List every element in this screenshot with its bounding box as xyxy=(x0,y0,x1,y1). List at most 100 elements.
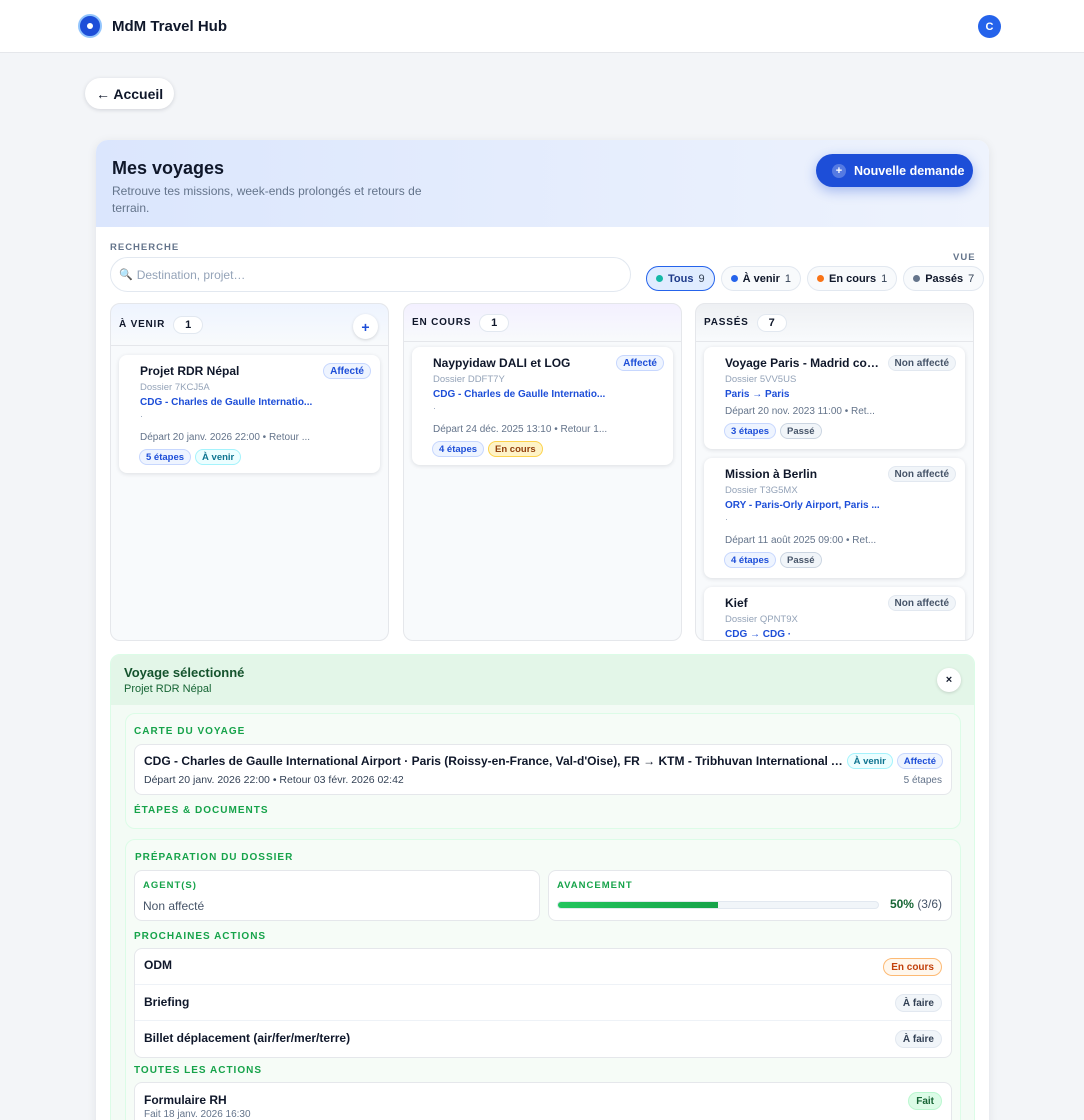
phase-badge: À venir xyxy=(846,753,893,769)
filter-count: 1 xyxy=(784,272,792,285)
trip-dates: Départ 20 janv. 2026 22:00 • Retour ... xyxy=(140,432,311,443)
trip-dossier: Dossier QPNT9X xyxy=(725,614,798,625)
action-name: Formulaire RH xyxy=(144,1093,227,1107)
column-title: À VENIR xyxy=(119,319,166,330)
agents-value: Non affecté xyxy=(143,899,205,913)
trip-card[interactable]: Kief Non affecté Dossier QPNT9X CDG → CD… xyxy=(704,587,965,640)
filter-label: Tous xyxy=(668,272,694,285)
new-request-button[interactable]: + Nouvelle demande xyxy=(816,154,973,187)
action-status-badge: À faire xyxy=(894,994,942,1012)
phase-badge: Passé xyxy=(780,423,822,439)
progress-fill xyxy=(558,902,718,908)
phase-badge: Passé xyxy=(780,552,822,568)
docs-label: ÉTAPES & DOCUMENTS xyxy=(134,805,269,816)
prep-panel: PRÉPARATION DU DOSSIER AGENT(S) Non affe… xyxy=(125,839,961,1120)
steps-badge: 4 étapes xyxy=(724,552,777,568)
progress-label: AVANCEMENT xyxy=(557,880,633,891)
trip-dates: Départ 20 nov. 2023 11:00 • Ret... xyxy=(725,406,875,417)
column-ongoing: EN COURS 1 Naypyidaw DALI et LOG Affecté… xyxy=(403,303,682,641)
all-actions-list: Formulaire RH Fait Fait 18 janv. 2026 16… xyxy=(134,1082,952,1120)
trip-route: CDG → CDG · xyxy=(725,629,792,640)
phase-badge: En cours xyxy=(488,441,543,457)
column-count: 1 xyxy=(479,313,510,332)
action-status-badge: Fait xyxy=(908,1092,942,1110)
agents-label: AGENT(S) xyxy=(143,880,197,891)
status-badge: Affecté xyxy=(896,753,943,769)
trip-route: CDG - Charles de Gaulle Internatio... xyxy=(140,397,313,408)
steps-badge: 4 étapes xyxy=(432,441,485,457)
filter-label: En cours xyxy=(829,272,877,285)
action-row[interactable]: Billet déplacement (air/fer/mer/terre) À… xyxy=(135,1021,951,1057)
trip-dates: Départ 24 déc. 2025 13:10 • Retour 1... xyxy=(433,424,608,435)
close-icon[interactable]: × xyxy=(937,668,961,692)
back-button[interactable]: ← Accueil xyxy=(85,78,175,109)
trip-dossier: Dossier T3G5MX xyxy=(725,485,798,496)
steps-badge: 3 étapes xyxy=(724,423,777,439)
column-header: EN COURS 1 xyxy=(404,304,681,342)
status-badge: Non affecté xyxy=(887,595,956,611)
trip-card[interactable]: Projet RDR Népal Affecté Dossier 7KCJ5A … xyxy=(119,355,380,473)
logo-icon xyxy=(78,14,102,38)
action-row[interactable]: ODM En cours xyxy=(135,949,951,985)
filter-label: À venir xyxy=(742,272,780,285)
filter-all[interactable]: Tous 9 xyxy=(646,266,715,291)
trip-route: Paris → Paris xyxy=(725,389,790,400)
column-header: À VENIR 1 xyxy=(111,304,388,346)
action-name: Billet déplacement (air/fer/mer/terre) xyxy=(144,1031,351,1045)
trip-card[interactable]: Mission à Berlin Non affecté Dossier T3G… xyxy=(704,458,965,578)
filter-label: Passés xyxy=(925,272,964,285)
progress-text: 50% (3/6) xyxy=(890,897,942,911)
filter-upcoming[interactable]: À venir 1 xyxy=(720,266,802,291)
trip-title: Voyage Paris - Madrid conf... xyxy=(725,356,885,370)
steps-badge: 5 étapes xyxy=(139,449,192,465)
filter-dot-icon xyxy=(730,275,738,282)
avatar[interactable]: C xyxy=(978,15,1001,38)
top-bar: MdM Travel Hub C xyxy=(0,0,1084,53)
selected-trip-panel: Voyage sélectionné Projet RDR Népal × CA… xyxy=(110,654,975,1120)
brand[interactable]: MdM Travel Hub xyxy=(78,14,227,38)
column-upcoming: À VENIR 1 + Projet RDR Népal Affecté Dos… xyxy=(110,303,389,641)
trip-map-panel: CARTE DU VOYAGE CDG - Charles de Gaulle … xyxy=(125,713,961,829)
view-filters: Tous 9 À venir 1 En cours 1 Passés 7 xyxy=(646,266,985,291)
trip-title: Kief xyxy=(725,596,748,610)
trip-tags: 3 étapes Passé xyxy=(724,423,822,439)
trip-card[interactable]: Naypyidaw DALI et LOG Affecté Dossier DD… xyxy=(412,347,673,465)
trip-map-summary[interactable]: CDG - Charles de Gaulle International Ai… xyxy=(134,744,952,795)
filter-past[interactable]: Passés 7 xyxy=(903,266,985,291)
action-name: Briefing xyxy=(144,995,190,1009)
add-trip-button[interactable]: + xyxy=(353,314,378,339)
filter-dot-icon xyxy=(913,275,921,282)
action-name: ODM xyxy=(144,958,172,972)
selected-trip-name: Projet RDR Népal xyxy=(124,683,212,695)
map-label: CARTE DU VOYAGE xyxy=(134,726,246,737)
selected-trip-header: Voyage sélectionné Projet RDR Népal × xyxy=(111,655,974,705)
progress-count: (3/6) xyxy=(917,897,942,911)
map-route: CDG - Charles de Gaulle International Ai… xyxy=(144,754,844,768)
trip-dates: Départ 11 août 2025 09:00 • Ret... xyxy=(725,535,877,546)
action-status-badge: En cours xyxy=(883,958,942,976)
action-row[interactable]: Briefing À faire xyxy=(135,985,951,1021)
action-row[interactable]: Formulaire RH Fait Fait 18 janv. 2026 16… xyxy=(135,1083,951,1120)
trip-title: Mission à Berlin xyxy=(725,467,818,481)
trips-card: Mes voyages Retrouve tes missions, week-… xyxy=(96,140,989,1120)
filter-count: 9 xyxy=(698,272,705,285)
trip-title: Projet RDR Népal xyxy=(140,364,240,378)
trip-dossier: Dossier DDFT7Y xyxy=(433,374,505,385)
trip-separator: · xyxy=(433,403,436,413)
filter-count: 1 xyxy=(881,272,888,285)
column-title: PASSÉS xyxy=(704,317,749,328)
filter-ongoing[interactable]: En cours 1 xyxy=(807,266,898,291)
trip-card[interactable]: Voyage Paris - Madrid conf... Non affect… xyxy=(704,347,965,449)
next-actions-label: PROCHAINES ACTIONS xyxy=(134,931,267,942)
search-input[interactable] xyxy=(136,267,617,282)
all-actions-label: TOUTES LES ACTIONS xyxy=(134,1065,263,1076)
map-tags: À venir Affecté xyxy=(846,753,943,769)
app-name: MdM Travel Hub xyxy=(112,17,228,35)
plus-icon: + xyxy=(832,163,846,178)
trip-tags: 4 étapes Passé xyxy=(724,552,822,568)
action-status-badge: À faire xyxy=(894,1030,942,1048)
filter-dot-icon xyxy=(656,275,663,282)
column-count: 1 xyxy=(173,315,204,334)
trip-title: Naypyidaw DALI et LOG xyxy=(433,356,571,370)
status-badge: Affecté xyxy=(616,355,664,371)
